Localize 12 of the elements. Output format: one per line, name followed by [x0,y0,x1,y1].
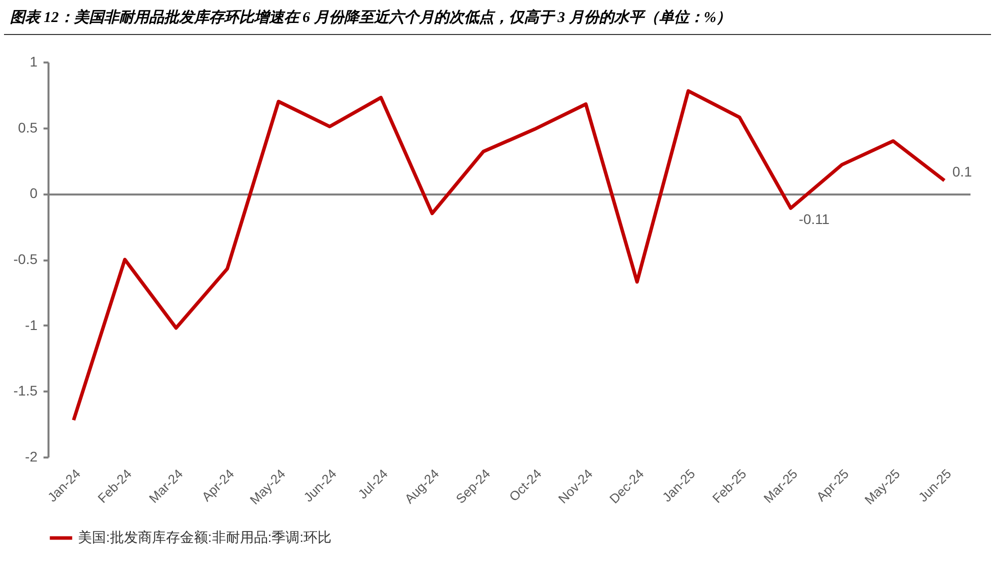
y-tick-label: 0 [30,185,38,202]
y-tick-label: -0.5 [13,251,38,267]
y-tick-label: 1 [30,54,38,70]
y-tick-label: -1 [25,316,38,333]
y-tick-label: -1.5 [13,382,38,399]
y-tick-label: 0.5 [18,119,38,136]
chart-title: 图表 12：美国非耐用品批发库存环比增速在 6 月份降至近六个月的次低点，仅高于 3 月份的水平（单位：%） [4,0,991,35]
data-label: 0.1 [952,164,972,180]
data-label: -0.11 [798,211,830,228]
line-series [72,89,946,422]
legend-label: 美国:批发商库存金额:非耐用品:季调:环比 [78,529,332,545]
y-tick-label: -2 [25,448,38,464]
